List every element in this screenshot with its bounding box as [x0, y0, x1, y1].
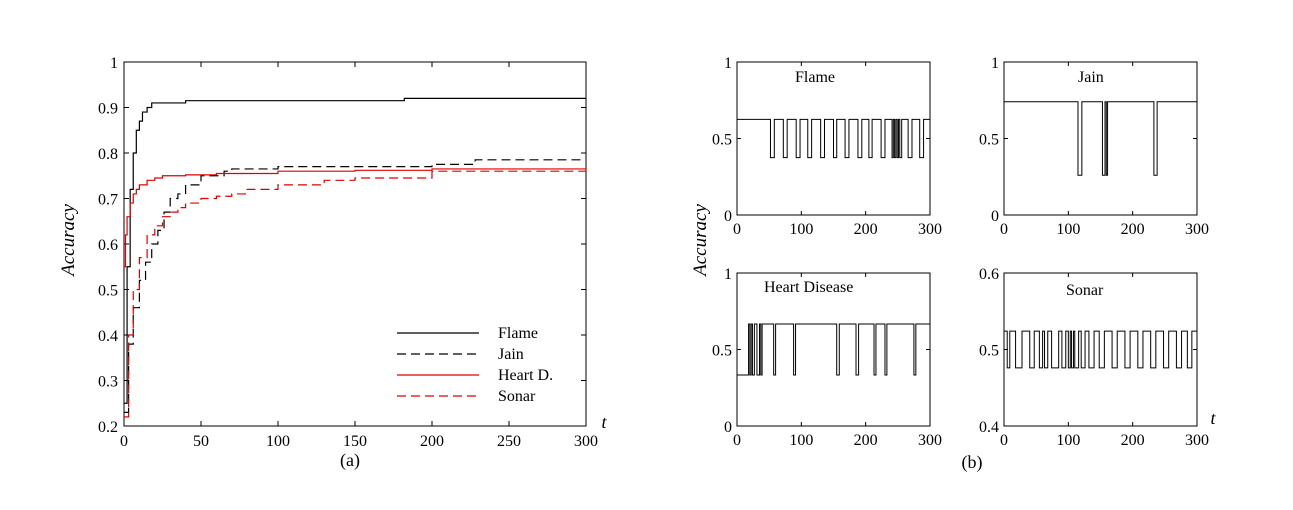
x-tick-label: 200 — [854, 221, 878, 238]
y-tick-label: 1 — [724, 266, 732, 283]
y-tick-label: 0.5 — [979, 343, 999, 360]
x-tick-label: 100 — [1056, 432, 1080, 449]
panel-b-xlabel: t — [1210, 408, 1216, 428]
x-tick-label: 100 — [1056, 221, 1080, 238]
y-tick-label: 0.5 — [98, 283, 118, 300]
x-tick-label: 100 — [789, 221, 813, 238]
panel-b-caption: (b) — [962, 452, 983, 473]
x-tick-label: 200 — [420, 433, 444, 450]
x-tick-label: 150 — [343, 433, 367, 450]
x-tick-label: 0 — [1000, 221, 1008, 238]
x-tick-label: 100 — [266, 433, 290, 450]
x-tick-label: 50 — [193, 433, 209, 450]
legend-label: Flame — [498, 325, 538, 342]
subplot-title: Flame — [795, 69, 835, 86]
subplot-title: Sonar — [1066, 282, 1104, 299]
y-tick-label: 0.4 — [979, 419, 999, 436]
y-tick-label: 0.8 — [98, 146, 118, 163]
subplot-sonar: 0 100 200 300 0.4 0.5 0.6 Sonar — [979, 266, 1209, 449]
series-line-sonar — [124, 168, 587, 418]
series-line-heartd — [124, 168, 586, 268]
x-tick-label: 0 — [1000, 432, 1008, 449]
x-tick-label: 0 — [120, 433, 128, 450]
legend-label: Jain — [498, 346, 524, 363]
x-tick-label: 300 — [918, 221, 942, 238]
subplot-title: Jain — [1078, 69, 1104, 86]
y-tick-label: 0.7 — [98, 192, 118, 209]
y-tick-label: 0.9 — [98, 101, 118, 118]
y-tick-label: 0.6 — [98, 237, 118, 254]
panel-a-caption: (a) — [340, 450, 360, 471]
subplot-heart-disease: 0 100 200 300 0 0.5 1 Heart Disease — [712, 266, 942, 449]
series-line-flame — [124, 97, 586, 404]
x-tick-label: 300 — [1185, 221, 1209, 238]
x-tick-label: 300 — [918, 432, 942, 449]
y-tick-label: 1 — [724, 55, 732, 72]
subplot-flame: 0 100 200 300 0 0.5 1 Flame — [712, 55, 942, 238]
y-tick-label: 0 — [724, 208, 732, 225]
y-tick-label: 0.5 — [712, 343, 732, 360]
panel-a-xlabel: t — [601, 412, 607, 432]
y-tick-label: 0.5 — [979, 132, 999, 149]
y-tick-label: 0 — [991, 208, 999, 225]
x-tick-label: 0 — [733, 221, 741, 238]
x-tick-label: 200 — [1121, 221, 1145, 238]
y-tick-label: 0.3 — [98, 374, 118, 391]
panel-a-legend: Flame Jain Heart D. Sonar — [397, 325, 553, 405]
y-tick-label: 1 — [110, 55, 118, 72]
y-tick-label: 0.4 — [98, 328, 118, 345]
x-tick-label: 200 — [854, 432, 878, 449]
x-tick-label: 250 — [497, 433, 521, 450]
signal-line — [1004, 101, 1197, 176]
legend-label: Heart D. — [498, 367, 553, 384]
panel-b-ylabel: Accuracy — [690, 204, 711, 278]
series-line-jain — [124, 159, 586, 413]
subplot-title: Heart Disease — [764, 279, 853, 296]
signal-line — [737, 118, 930, 159]
y-tick-label: 1 — [991, 55, 999, 72]
x-tick-label: 300 — [574, 433, 598, 450]
panel-a-ticks: 0 50 100 150 200 250 300 0.2 0.3 0.4 0.5 0.6 0.7 0.8 0… — [98, 55, 598, 450]
y-tick-label: 0.6 — [979, 266, 999, 283]
panel-a: 0 50 100 150 200 250 300 0.2 0.3 0.4 0.5 0.6 0.7 0.8 0… — [58, 55, 607, 471]
legend-label: Sonar — [498, 388, 536, 405]
subplot-jain: 0 100 200 300 0 0.5 1 Jain — [979, 55, 1209, 238]
x-tick-label: 0 — [733, 432, 741, 449]
panel-a-ylabel: Accuracy — [58, 204, 79, 278]
x-tick-label: 300 — [1185, 432, 1209, 449]
y-tick-label: 0.5 — [712, 132, 732, 149]
y-tick-label: 0.2 — [98, 419, 118, 436]
panel-a-series — [124, 97, 587, 418]
x-tick-label: 200 — [1121, 432, 1145, 449]
signal-line — [737, 323, 931, 376]
signal-line — [1004, 330, 1197, 369]
y-tick-label: 0 — [724, 419, 732, 436]
x-tick-label: 100 — [789, 432, 813, 449]
